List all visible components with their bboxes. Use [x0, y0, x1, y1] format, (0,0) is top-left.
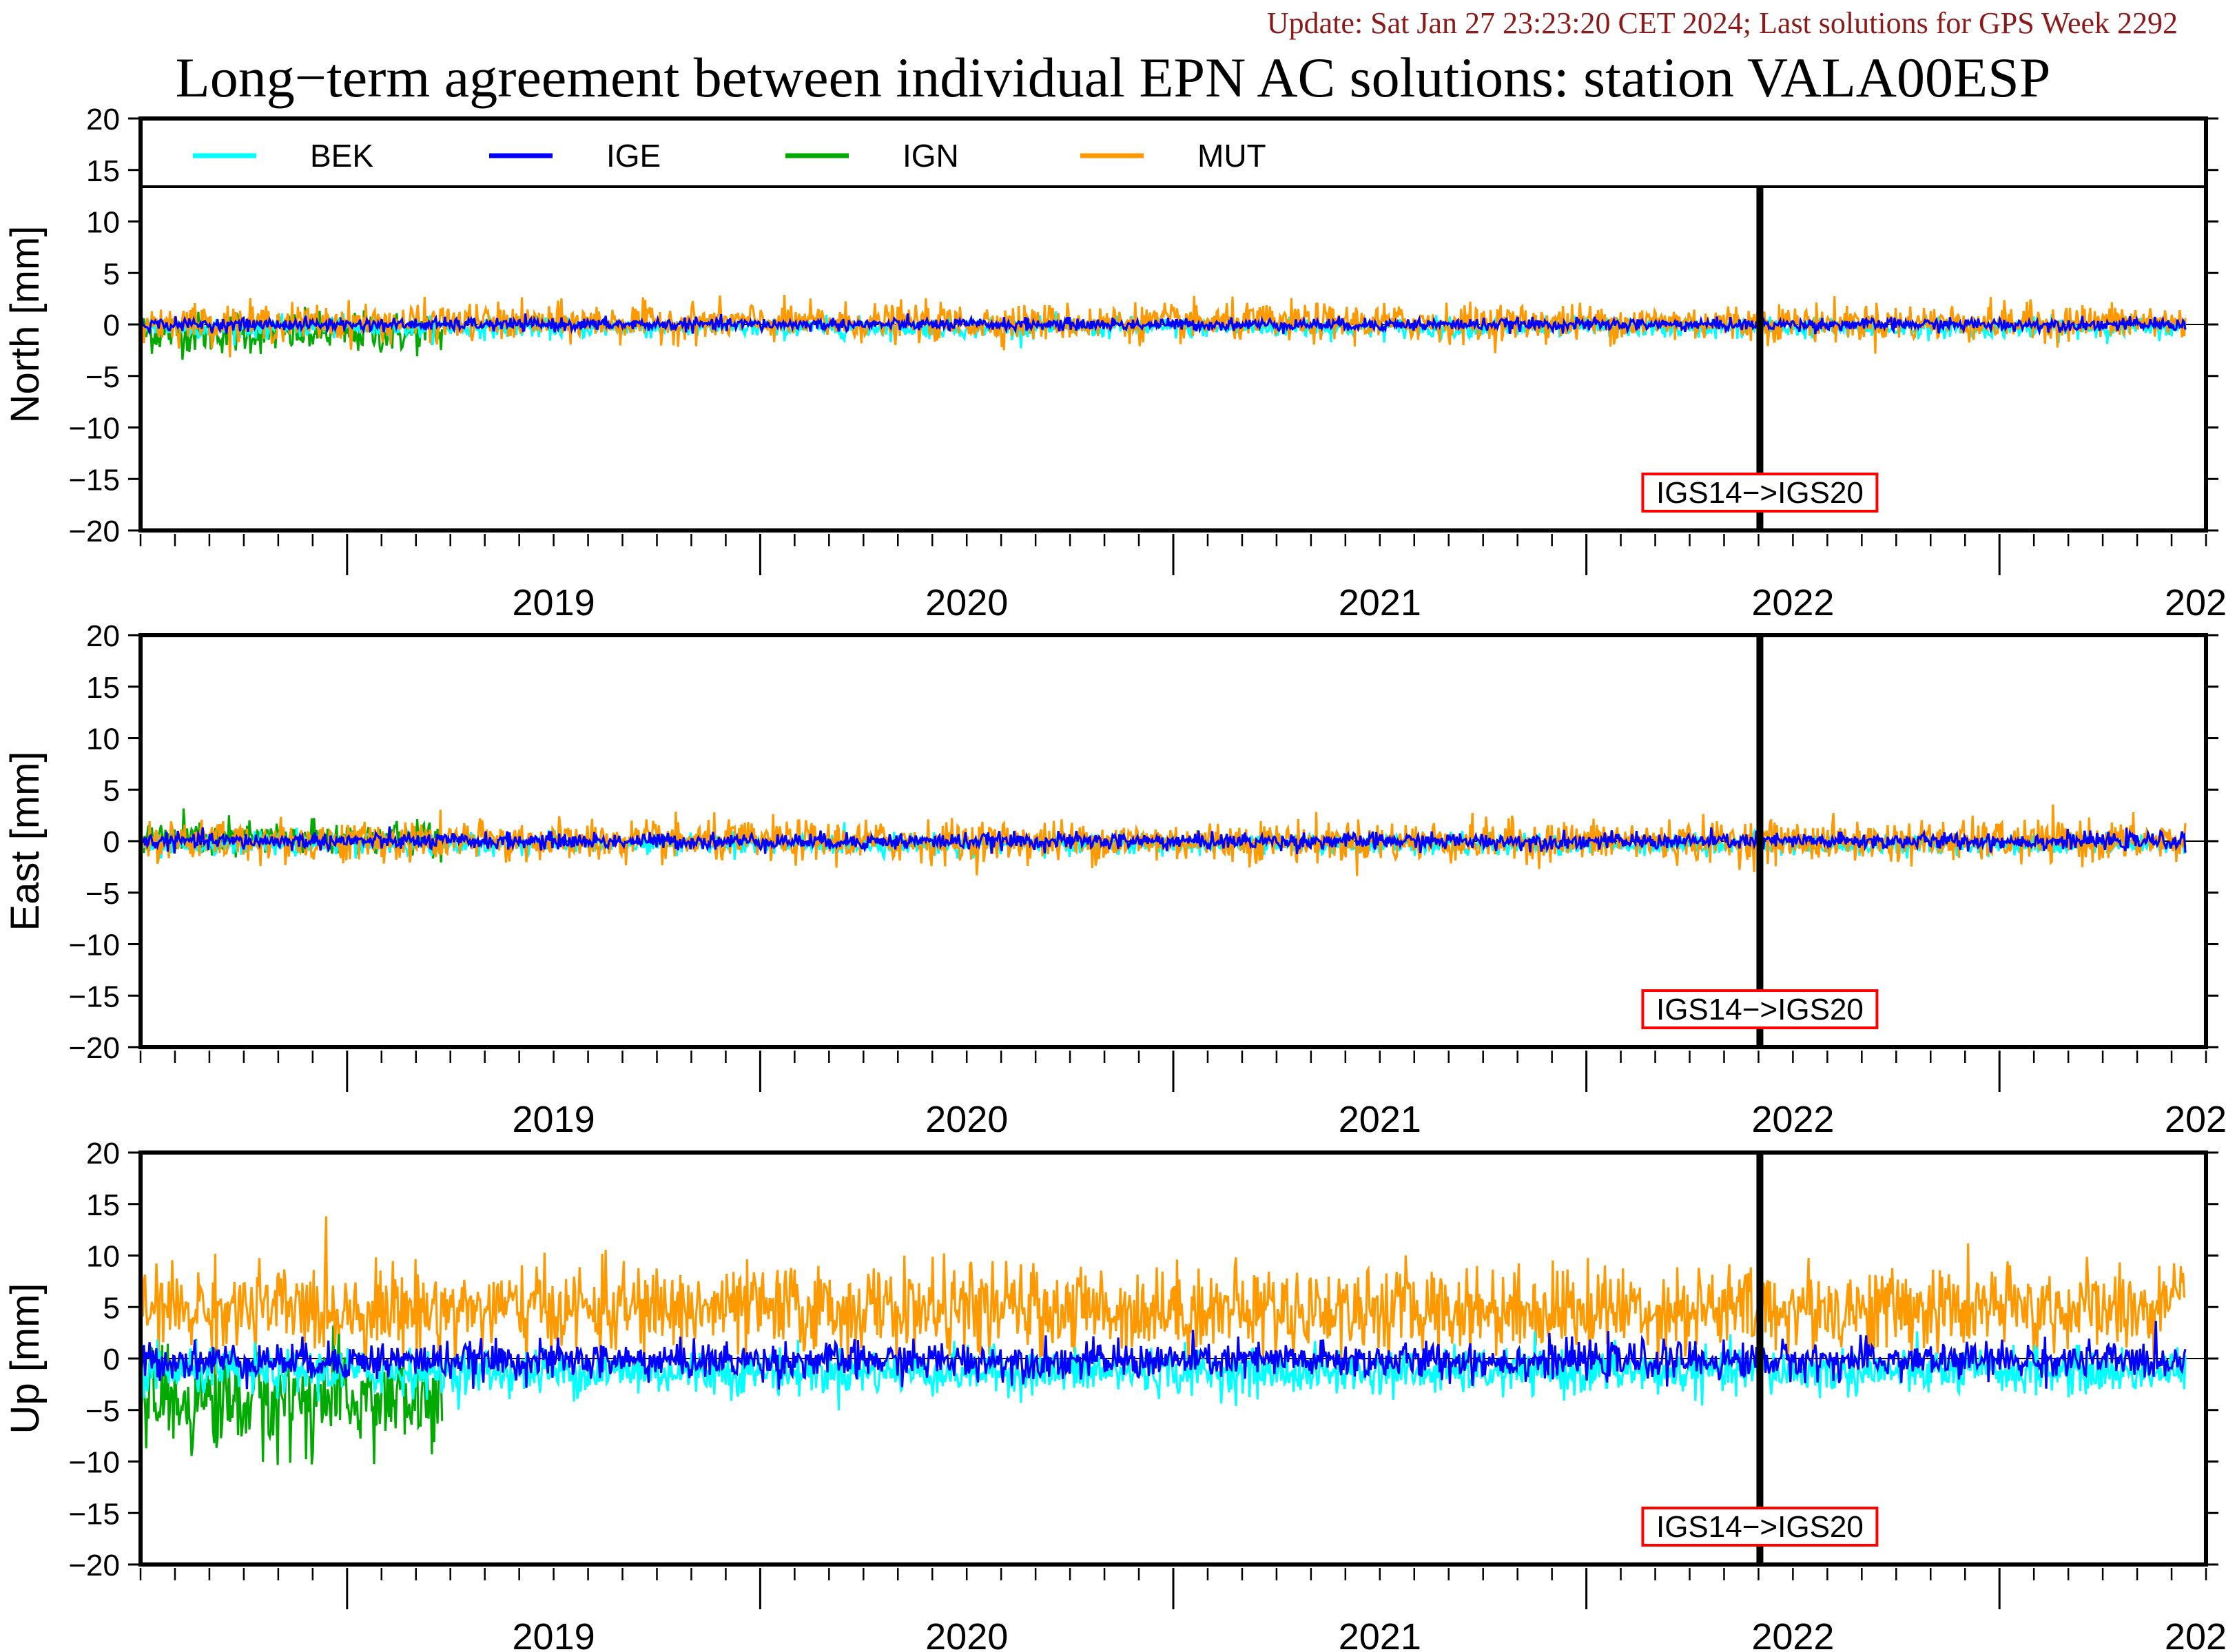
frame-change-box	[1641, 473, 1879, 513]
plot-frame	[138, 633, 2208, 1049]
y-tick-label: 15	[86, 671, 120, 705]
y-tick-label: 10	[86, 1240, 120, 1274]
y-tick-label: 5	[103, 257, 120, 291]
year-label: 2022	[1751, 1099, 1834, 1140]
north-panel: 20 15 10 5 0 −5 −10 −15 −20 North [mm] IGS14−>IGS2…	[3, 103, 2226, 623]
year-label: 2023	[2165, 1616, 2226, 1652]
y-tick-label: −5	[85, 360, 120, 394]
year-label: 2023	[2165, 582, 2226, 623]
legend-item-ige: IGE	[489, 138, 661, 174]
year-label: 2021	[1339, 1616, 1421, 1652]
legend-label: BEK	[310, 138, 373, 174]
year-label: 2020	[925, 1099, 1008, 1140]
frame-change-label: IGS14−>IGS20	[1656, 1510, 1864, 1544]
legend-label: IGE	[606, 138, 661, 174]
series-line-ign	[141, 307, 444, 360]
east-panel: 20 15 10 5 0 −5 −10 −15 −20 East [mm] IGS14−>IGS20…	[3, 619, 2226, 1140]
series-line-ige	[141, 313, 2187, 336]
y-tick-label: −10	[68, 929, 120, 962]
series-line-mut	[141, 1216, 2186, 1375]
legend-label: IGN	[903, 138, 959, 174]
update-timestamp: Update: Sat Jan 27 23:23:20 CET 2024; La…	[1266, 6, 2178, 40]
legend-item-mut: MUT	[1080, 138, 1266, 174]
series-line-ige	[141, 1321, 2187, 1390]
year-label: 2023	[2165, 1099, 2226, 1140]
frame-change-label: IGS14−>IGS20	[1656, 476, 1864, 510]
chart-title: Long−term agreement between individual E…	[175, 46, 2051, 109]
y-tick-label: −10	[68, 1446, 120, 1480]
y-tick-label: −15	[68, 980, 120, 1013]
y-tick-label: −5	[85, 1394, 120, 1428]
year-label: 2020	[925, 582, 1008, 623]
y-tick-label: 15	[86, 1188, 120, 1222]
y-tick-label: 15	[86, 154, 120, 188]
plot-frame	[138, 1150, 2208, 1567]
up-panel: 20 15 10 5 0 −5 −10 −15 −20 Up [mm] IGS14−>IGS20 20…	[3, 1137, 2226, 1652]
legend-item-bek: BEK	[193, 138, 373, 174]
year-label: 2022	[1751, 1616, 1834, 1652]
y-tick-label: 10	[86, 723, 120, 756]
year-label: 2020	[925, 1616, 1008, 1652]
y-axis-label: North [mm]	[3, 226, 48, 424]
year-label: 2019	[513, 582, 595, 623]
y-tick-label: −20	[68, 1549, 120, 1582]
y-axis-label: East [mm]	[3, 751, 48, 931]
y-tick-label: −10	[68, 412, 120, 446]
legend-item-ign: IGN	[785, 138, 959, 174]
frame-change-box	[1641, 989, 1879, 1029]
series-line-ign	[141, 1325, 444, 1465]
y-axis-label: Up [mm]	[3, 1283, 48, 1434]
y-tick-label: 5	[103, 774, 120, 807]
year-label: 2019	[513, 1099, 595, 1140]
y-tick-label: −15	[68, 463, 120, 497]
y-tick-label: 0	[103, 1343, 120, 1376]
y-tick-label: −5	[85, 877, 120, 911]
plot-frame	[138, 116, 2208, 533]
y-tick-label: 5	[103, 1291, 120, 1325]
year-label: 2022	[1751, 582, 1834, 623]
series-line-ige	[141, 826, 2187, 854]
year-label: 2021	[1339, 582, 1421, 623]
y-tick-label: 20	[86, 1137, 120, 1170]
y-tick-label: −15	[68, 1497, 120, 1531]
frame-change-box	[1641, 1507, 1879, 1547]
y-tick-label: 20	[86, 103, 120, 136]
y-tick-label: 0	[103, 825, 120, 859]
year-label: 2019	[513, 1616, 595, 1652]
y-tick-label: 0	[103, 309, 120, 342]
y-tick-label: 10	[86, 206, 120, 240]
y-tick-label: −20	[68, 515, 120, 548]
legend-label: MUT	[1197, 138, 1266, 174]
frame-change-label: IGS14−>IGS20	[1656, 993, 1864, 1026]
y-tick-label: 20	[86, 619, 120, 653]
y-tick-label: −20	[68, 1031, 120, 1065]
year-label: 2021	[1339, 1099, 1421, 1140]
legend-bg	[141, 118, 2206, 187]
